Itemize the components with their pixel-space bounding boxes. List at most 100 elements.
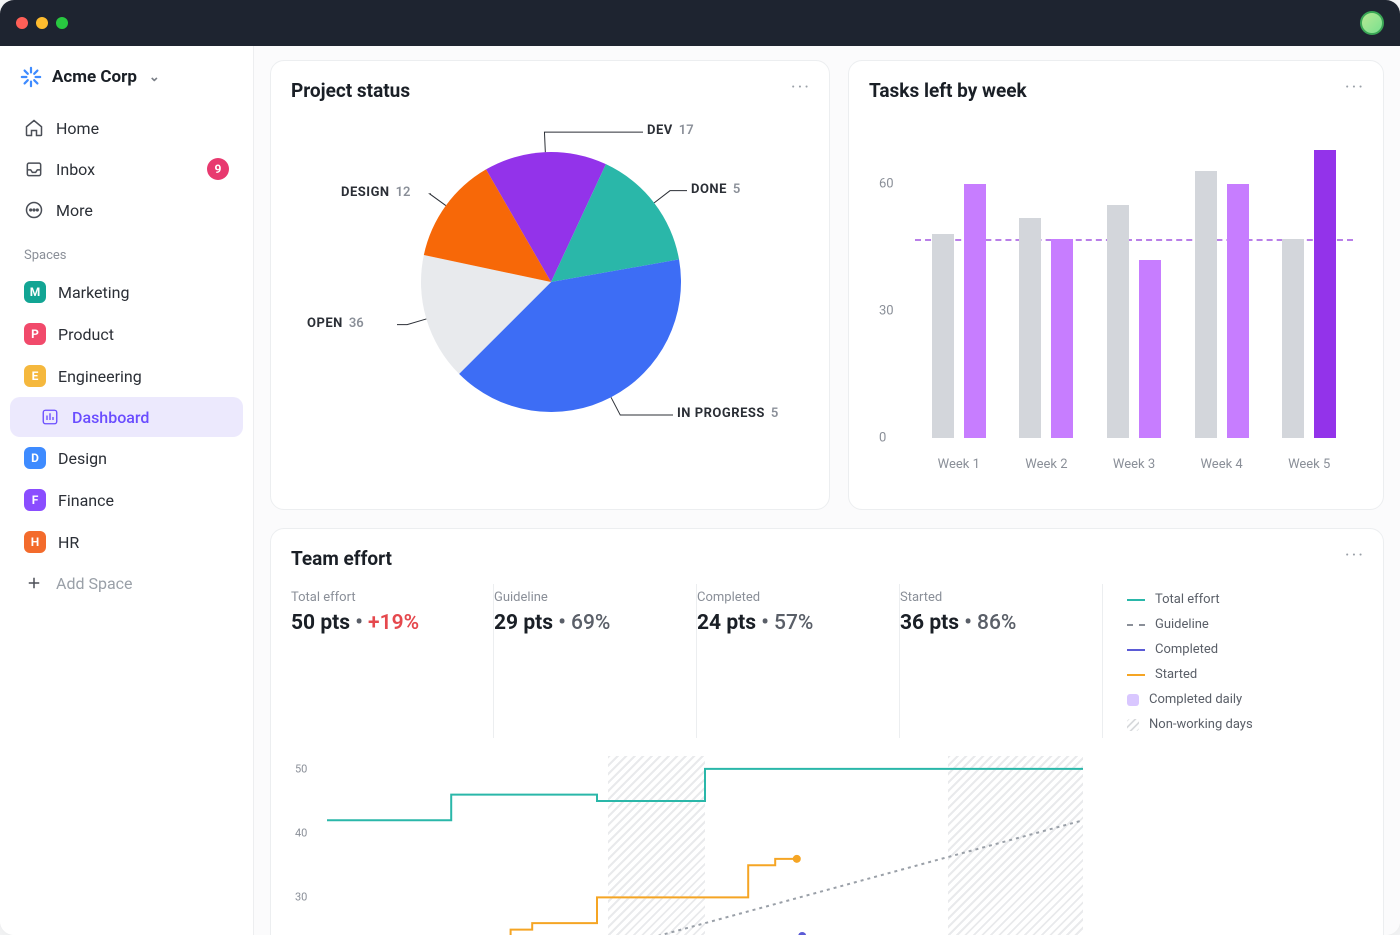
- space-label: Marketing: [58, 283, 129, 302]
- nav-more[interactable]: More: [10, 190, 243, 230]
- space-label: Product: [58, 325, 114, 344]
- stat-label: Guideline: [494, 590, 678, 605]
- stat-label: Total effort: [291, 590, 475, 605]
- sidebar: Acme Corp ⌄ Home Inbox 9 More: [0, 46, 254, 935]
- home-icon: [24, 118, 44, 138]
- x-axis-label: Week 3: [1113, 457, 1155, 472]
- bar-group: [1019, 218, 1073, 438]
- bar-group: [1107, 205, 1161, 438]
- space-label: Engineering: [58, 367, 142, 386]
- bar: [932, 234, 954, 438]
- tasks-by-week-chart: 03060Week 1Week 2Week 3Week 4Week 5: [869, 120, 1363, 480]
- inbox-badge: 9: [207, 158, 229, 180]
- nav-inbox[interactable]: Inbox 9: [10, 148, 243, 190]
- legend-item: Non-working days: [1127, 717, 1345, 732]
- legend-item: Completed: [1127, 642, 1345, 657]
- x-axis-label: Week 2: [1025, 457, 1067, 472]
- stat-started: Started 36 pts • 86%: [900, 584, 1103, 738]
- workspace-switcher[interactable]: Acme Corp ⌄: [10, 60, 243, 94]
- pie-label-design: DESIGN12: [341, 185, 410, 200]
- card-menu-icon[interactable]: ···: [1345, 77, 1365, 98]
- nav-more-label: More: [56, 201, 93, 220]
- pie-label-done: DONE5: [691, 182, 740, 197]
- avatar[interactable]: [1360, 11, 1384, 35]
- legend-label: Non-working days: [1149, 717, 1253, 732]
- main-content: Project status ··· DEV17DONE5IN PROGRESS…: [254, 46, 1400, 935]
- spaces-section-label: Spaces: [10, 230, 243, 271]
- y-axis-label: 30: [879, 303, 894, 318]
- sidebar-item-finance[interactable]: FFinance: [10, 479, 243, 521]
- space-badge-icon: H: [24, 531, 46, 553]
- workspace-logo-icon: [20, 66, 42, 88]
- sidebar-item-dashboard[interactable]: Dashboard: [10, 397, 243, 437]
- nav-home[interactable]: Home: [10, 108, 243, 148]
- legend-label: Total effort: [1155, 592, 1220, 607]
- legend-label: Completed: [1155, 642, 1218, 657]
- sidebar-item-design[interactable]: DDesign: [10, 437, 243, 479]
- space-badge-icon: F: [24, 489, 46, 511]
- dashboard-icon: [40, 407, 60, 427]
- x-axis-label: Week 5: [1288, 457, 1330, 472]
- y-axis-label: 50: [295, 762, 307, 775]
- bar-group: [1195, 171, 1249, 438]
- window-controls[interactable]: [16, 17, 68, 29]
- y-axis-label: 0: [879, 431, 886, 446]
- legend: Total effort Guideline Completed Started Com…: [1103, 584, 1363, 738]
- card-menu-icon[interactable]: ···: [791, 77, 811, 98]
- nav-inbox-label: Inbox: [56, 160, 95, 179]
- space-badge-icon: M: [24, 281, 46, 303]
- pie-chart-svg: [291, 102, 811, 482]
- inbox-icon: [24, 159, 44, 179]
- minimize-window-icon[interactable]: [36, 17, 48, 29]
- bar: [1139, 260, 1161, 438]
- bar: [1019, 218, 1041, 438]
- y-axis-label: 40: [295, 827, 307, 840]
- chevron-down-icon: ⌄: [149, 70, 160, 85]
- bar: [1195, 171, 1217, 438]
- project-status-chart: DEV17DONE5IN PROGRESS5OPEN36DESIGN12: [291, 102, 809, 482]
- bar: [964, 184, 986, 438]
- nav-home-label: Home: [56, 119, 99, 138]
- stat-value: 50 pts • +19%: [291, 611, 475, 635]
- stat-guideline: Guideline29 pts • 69%: [494, 584, 697, 738]
- sidebar-item-marketing[interactable]: M Marketing: [10, 271, 243, 313]
- project-status-card: Project status ··· DEV17DONE5IN PROGRESS…: [270, 60, 830, 510]
- legend-label: Started: [1155, 667, 1197, 682]
- sidebar-item-product[interactable]: PProduct: [10, 313, 243, 355]
- legend-item: Completed daily: [1127, 692, 1345, 707]
- stat-total-effort: Total effort 50 pts • +19%: [291, 584, 494, 738]
- bar: [1314, 150, 1336, 438]
- pie-label-open: OPEN36: [307, 316, 364, 331]
- more-icon: [24, 200, 44, 220]
- zoom-window-icon[interactable]: [56, 17, 68, 29]
- team-effort-card: Team effort ··· Total effort50 pts • +19…: [270, 528, 1384, 935]
- bar: [1107, 205, 1129, 438]
- bar-group: [932, 184, 986, 438]
- pie-label-dev: DEV17: [647, 123, 694, 138]
- stat-value: 36 pts • 86%: [900, 611, 1084, 635]
- legend-label: Guideline: [1155, 617, 1209, 632]
- close-window-icon[interactable]: [16, 17, 28, 29]
- titlebar: [0, 0, 1400, 46]
- stat-label: Completed: [697, 590, 881, 605]
- sidebar-item-hr[interactable]: HHR: [10, 521, 243, 563]
- bar: [1227, 184, 1249, 438]
- y-axis-label: 60: [879, 176, 894, 191]
- sidebar-item-engineering[interactable]: EEngineering: [10, 355, 243, 397]
- dashboard-label: Dashboard: [72, 408, 149, 427]
- team-effort-chart: 20304050: [291, 756, 1363, 935]
- stat-label: Started: [900, 590, 1084, 605]
- add-space-button[interactable]: Add Space: [10, 563, 243, 603]
- stat-completed: Completed24 pts • 57%: [697, 584, 900, 738]
- workspace-name: Acme Corp: [52, 67, 137, 87]
- add-space-label: Add Space: [56, 574, 133, 593]
- y-axis-label: 30: [295, 891, 307, 904]
- project-status-title: Project status: [291, 79, 809, 102]
- card-menu-icon[interactable]: ···: [1345, 545, 1365, 566]
- bar-group: [1282, 150, 1336, 438]
- legend-label: Completed daily: [1149, 692, 1242, 707]
- bar: [1051, 239, 1073, 438]
- tasks-by-week-title: Tasks left by week: [869, 79, 1363, 102]
- space-label: Design: [58, 449, 107, 468]
- legend-item: Guideline: [1127, 617, 1345, 632]
